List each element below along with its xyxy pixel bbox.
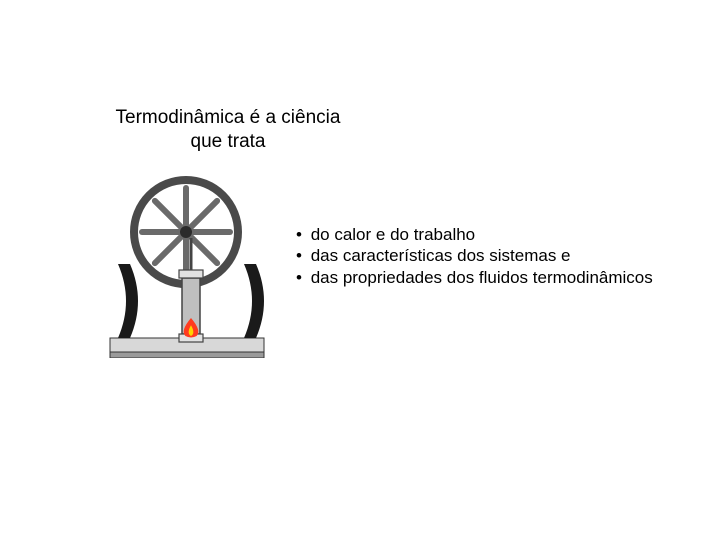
stirling-engine-figure (102, 168, 272, 358)
bullet-text: do calor e do trabalho (311, 225, 475, 244)
bullet-dot-icon: • (296, 246, 306, 265)
bullet-list: • do calor e do trabalho • das caracterí… (296, 224, 653, 288)
stirling-engine-svg (102, 168, 272, 358)
bullet-item: • das características dos sistemas e (296, 245, 653, 266)
bullet-item: • das propriedades dos fluidos termodinâ… (296, 267, 653, 288)
slide-title: Termodinâmica é a ciência que trata (98, 106, 358, 154)
bullet-text: das propriedades dos fluidos termodinâmi… (311, 268, 653, 287)
title-line-1: Termodinâmica é a ciência (116, 107, 341, 128)
bullet-dot-icon: • (296, 225, 306, 244)
bullet-dot-icon: • (296, 268, 306, 287)
bullet-text: das características dos sistemas e (311, 246, 571, 265)
title-line-2: que trata (191, 131, 266, 152)
bullet-item: • do calor e do trabalho (296, 224, 653, 245)
